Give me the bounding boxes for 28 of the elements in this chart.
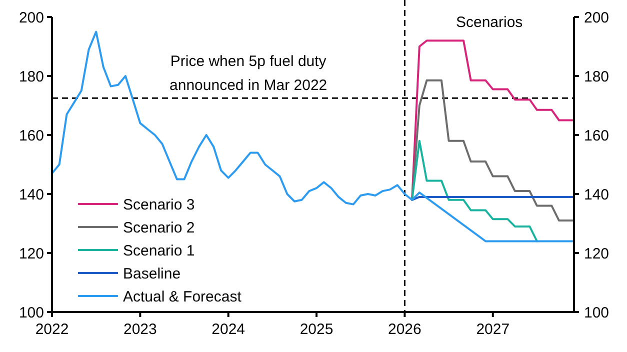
y-tick-label: 180	[18, 68, 44, 86]
legend-label: Scenario 3	[123, 196, 195, 214]
y-tick-label: 140	[18, 186, 44, 204]
y2-tick-label: 120	[584, 245, 610, 262]
y2-tick-label: 140	[584, 186, 610, 204]
x-tick-label: 2022	[35, 321, 69, 338]
legend-label: Baseline	[123, 265, 181, 282]
legend-label: Scenario 2	[123, 219, 195, 236]
y-tick-label: 200	[18, 9, 44, 26]
legend-label: Scenario 1	[123, 242, 195, 260]
line-series	[411, 79, 575, 222]
y2-tick-label: 100	[584, 304, 610, 322]
y2-tick-label: 160	[584, 127, 610, 144]
x-tick-label: 2025	[300, 321, 334, 338]
ref-line-label: Price when 5p fuel duty announced in Mar 2022	[170, 53, 328, 94]
x-tick-label: 2026	[388, 321, 422, 338]
y-tick-label: 120	[18, 245, 44, 262]
y-tick-label: 100	[18, 304, 44, 322]
line-series	[51, 30, 575, 242]
x-tick-label: 2023	[123, 321, 157, 338]
x-tick-label: 2027	[476, 321, 510, 338]
y-tick-label: 160	[18, 127, 44, 144]
x-tick-label: 2024	[212, 321, 246, 338]
annotation: Scenarios	[456, 14, 523, 31]
legend-label: Actual & Forecast	[123, 288, 242, 306]
line-series	[411, 140, 538, 242]
y2-tick-label: 180	[584, 68, 610, 86]
y2-tick-label: 200	[584, 9, 610, 26]
